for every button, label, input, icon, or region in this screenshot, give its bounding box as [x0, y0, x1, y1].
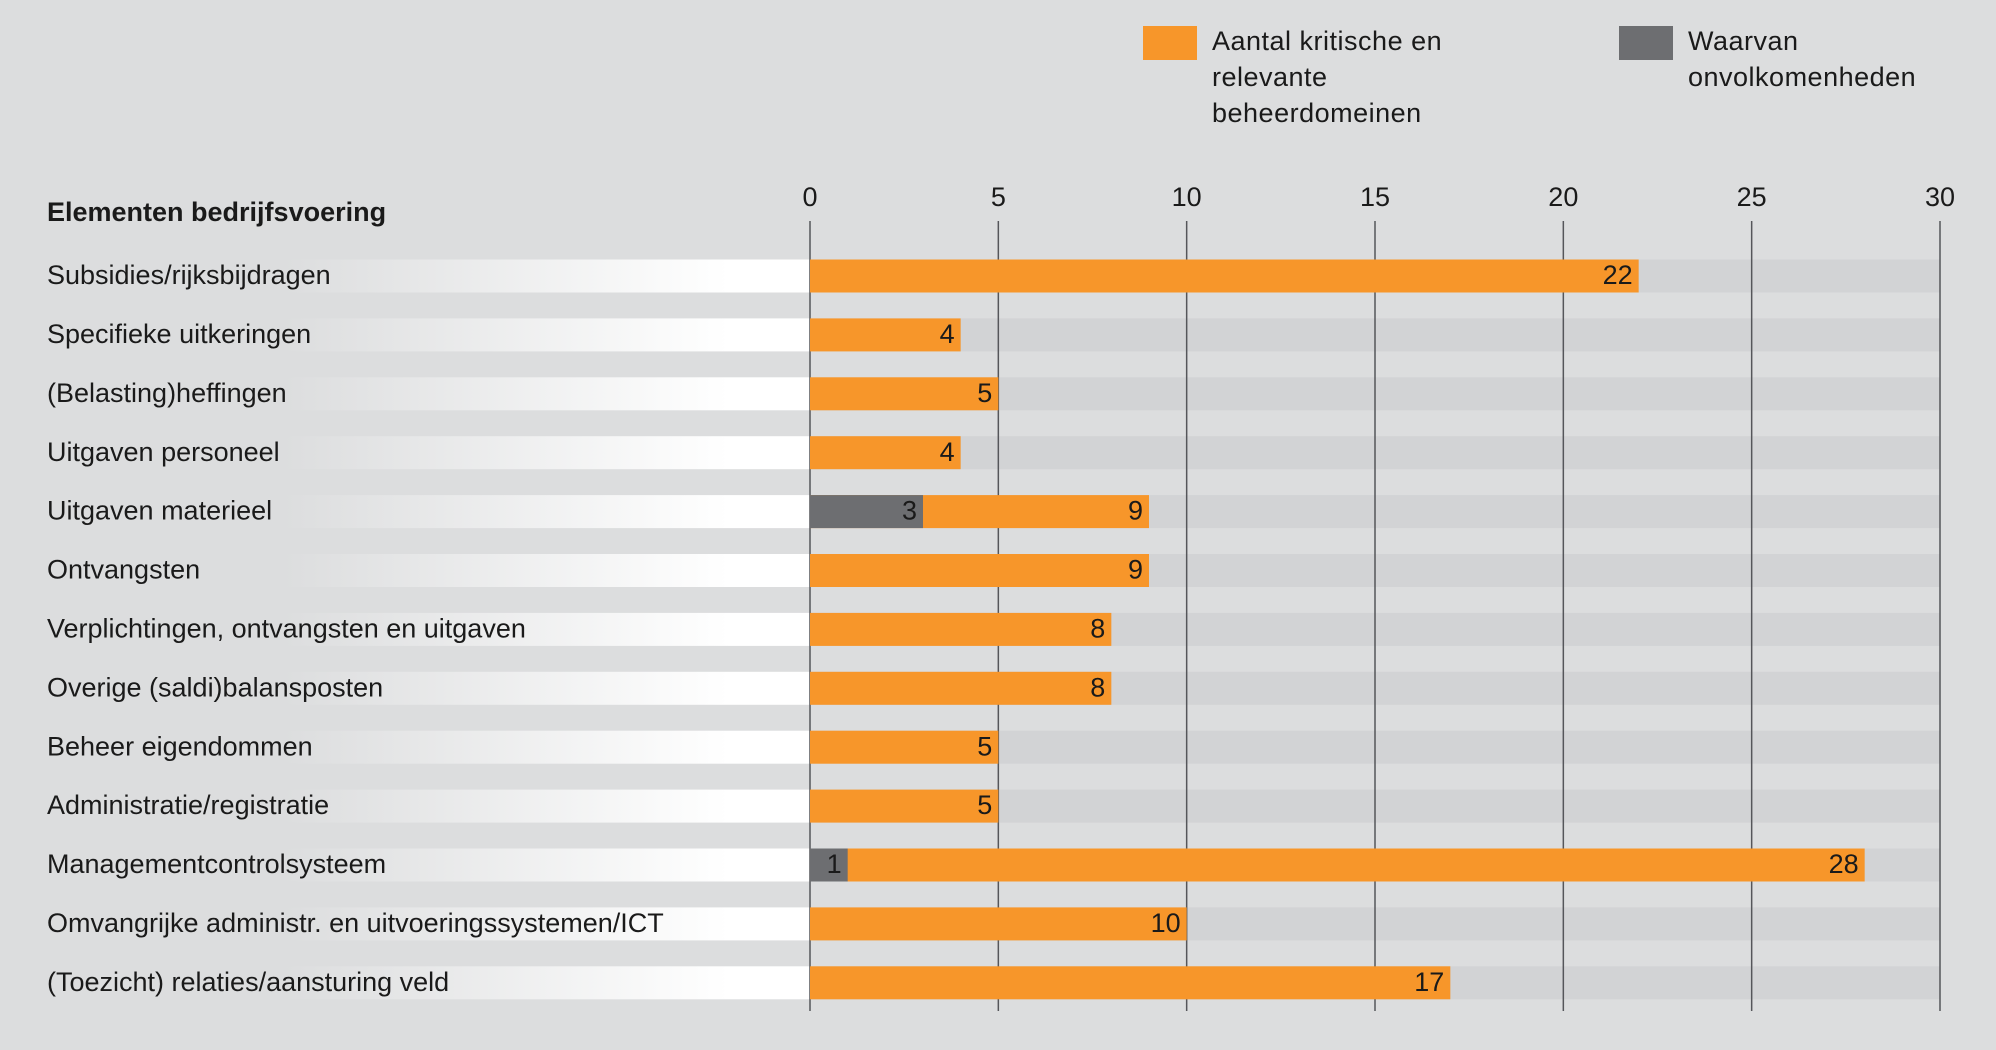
row-fade: [0, 554, 810, 587]
value-label: 5: [977, 378, 992, 408]
y-tick-label: Managementcontrolsysteem: [47, 849, 386, 879]
value-label: 5: [977, 790, 992, 820]
value-label: 8: [1090, 614, 1105, 644]
value-label: 5: [977, 731, 992, 761]
value-label: 17: [1414, 967, 1444, 997]
y-tick-label: Overige (saldi)balansposten: [47, 672, 383, 702]
row-fade: [0, 612, 810, 646]
row-fade: [0, 671, 810, 705]
row-fade: [0, 907, 810, 941]
row-fade: [0, 966, 810, 1000]
value-label: 8: [1090, 672, 1105, 702]
x-tick-label: 10: [1172, 182, 1202, 212]
x-tick-label: 5: [991, 182, 1006, 212]
bar: [810, 966, 1451, 1000]
value-label: 4: [940, 437, 955, 467]
bar: [810, 554, 1149, 587]
row-fade: [0, 848, 810, 882]
bar: [810, 730, 999, 764]
value-label: 22: [1603, 260, 1633, 290]
y-tick-label: (Toezicht) relaties/aansturing veld: [47, 967, 449, 997]
value-label: 10: [1151, 908, 1181, 938]
y-tick-label: Uitgaven personeel: [47, 437, 280, 467]
x-tick-label: 30: [1925, 182, 1955, 212]
legend-swatch: [1619, 26, 1673, 60]
legend-label: Aantal kritische en relevante beheerdome…: [1212, 26, 1443, 128]
value-label: 3: [902, 496, 917, 526]
bar: [810, 495, 923, 529]
bar: [810, 848, 848, 882]
bar: [810, 612, 1112, 646]
bar: [810, 907, 1187, 941]
value-label: 9: [1128, 555, 1143, 585]
x-tick-label: 15: [1360, 182, 1390, 212]
legend-label: Waarvan onvolkomenheden: [1688, 26, 1917, 92]
value-label: 28: [1829, 849, 1859, 879]
x-tick-label: 0: [802, 182, 817, 212]
value-label: 1: [827, 849, 842, 879]
bar: [810, 671, 1112, 705]
row-fade: [0, 436, 810, 470]
row-fade: [0, 789, 810, 823]
y-tick-label: Verplichtingen, ontvangsten en uitgaven: [47, 614, 526, 644]
y-tick-label: Specifieke uitkeringen: [47, 319, 311, 349]
bar: [810, 848, 1865, 882]
category-header: Elementen bedrijfsvoering: [47, 197, 386, 227]
row-fade: [0, 377, 810, 411]
bar: [810, 377, 999, 411]
x-tick-label: 25: [1737, 182, 1767, 212]
row-fade: [0, 730, 810, 764]
y-tick-label: Ontvangsten: [47, 555, 200, 585]
y-tick-label: Uitgaven materieel: [47, 496, 272, 526]
y-tick-label: Beheer eigendommen: [47, 731, 313, 761]
bar: [810, 259, 1639, 293]
row-fade: [0, 318, 810, 352]
value-label: 9: [1128, 496, 1143, 526]
bar: [810, 789, 999, 823]
value-label: 4: [940, 319, 955, 349]
row-fade: [0, 259, 810, 293]
bar: [810, 436, 961, 470]
y-tick-label: Omvangrijke administr. en uitvoeringssys…: [47, 908, 664, 938]
y-tick-label: (Belasting)heffingen: [47, 378, 287, 408]
y-tick-label: Subsidies/rijksbijdragen: [47, 260, 331, 290]
bar: [810, 318, 961, 352]
y-tick-label: Administratie/registratie: [47, 790, 329, 820]
x-tick-label: 20: [1548, 182, 1578, 212]
legend-swatch: [1143, 26, 1197, 60]
row-fade: [0, 495, 810, 529]
